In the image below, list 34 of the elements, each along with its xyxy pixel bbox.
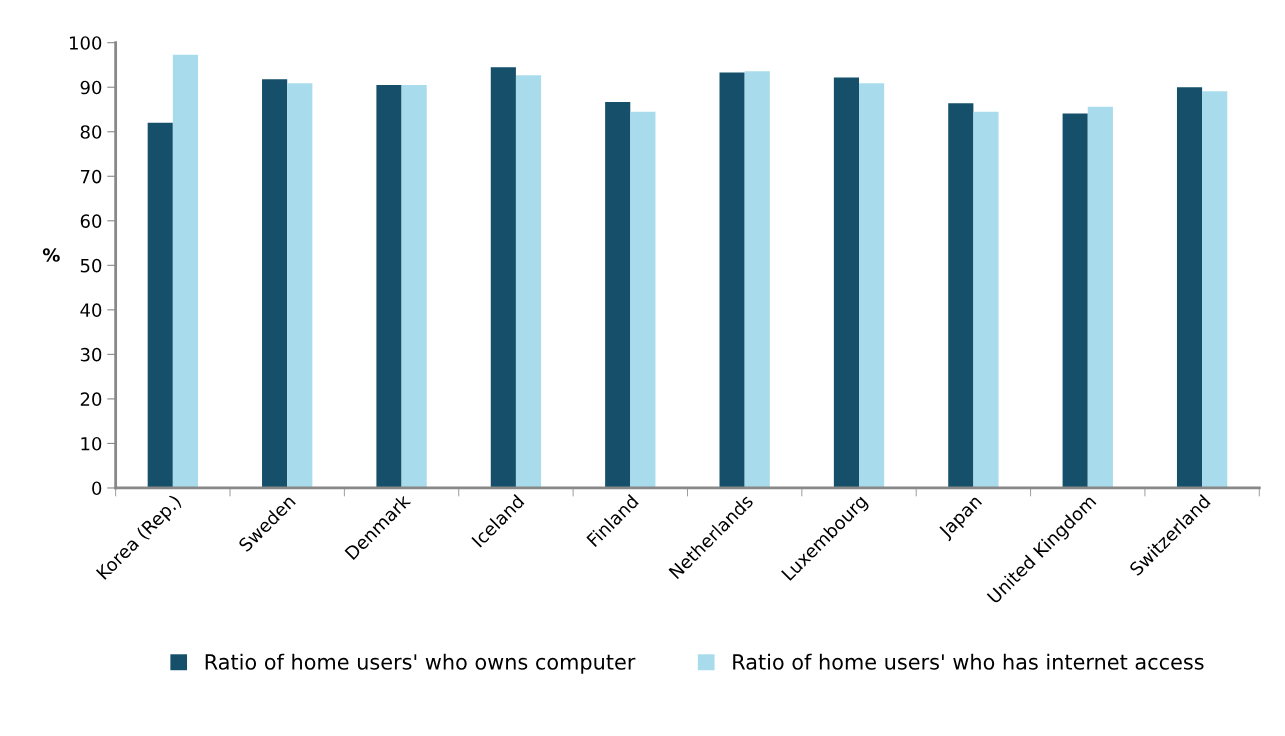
y-tick-label: 100 <box>69 36 102 50</box>
bar <box>744 71 770 488</box>
y-tick-label: 90 <box>80 80 102 95</box>
y-tick-label: 40 <box>80 303 102 317</box>
bar <box>948 103 974 488</box>
bar <box>630 111 656 488</box>
bar <box>719 72 745 488</box>
y-tick-label: 50 <box>80 258 102 273</box>
bar <box>172 54 198 488</box>
bar <box>833 77 860 488</box>
bar <box>401 84 427 488</box>
bar <box>859 83 885 488</box>
bar <box>1176 87 1203 488</box>
bar <box>605 101 631 488</box>
bar <box>490 67 516 488</box>
y-tick-label: 70 <box>80 169 102 184</box>
bar <box>1202 91 1228 488</box>
y-tick-label: 30 <box>80 347 102 362</box>
bar <box>147 122 173 488</box>
bar <box>515 75 542 488</box>
bar <box>262 79 288 488</box>
bar <box>1087 106 1113 488</box>
bar <box>973 111 999 488</box>
y-axis-title: % <box>42 248 60 262</box>
y-tick-label: 80 <box>80 125 102 139</box>
y-tick-label: 60 <box>80 214 102 228</box>
bar <box>376 84 402 488</box>
y-tick-label: 0 <box>92 481 102 496</box>
y-tick-label: 10 <box>81 436 102 451</box>
bar <box>287 83 313 488</box>
legend-label: Ratio of home users' who has internet access <box>733 653 1204 670</box>
y-tick-label: 20 <box>80 392 102 407</box>
bar <box>1062 113 1088 488</box>
legend-label: Ratio of home users' who owns computer <box>205 653 636 674</box>
